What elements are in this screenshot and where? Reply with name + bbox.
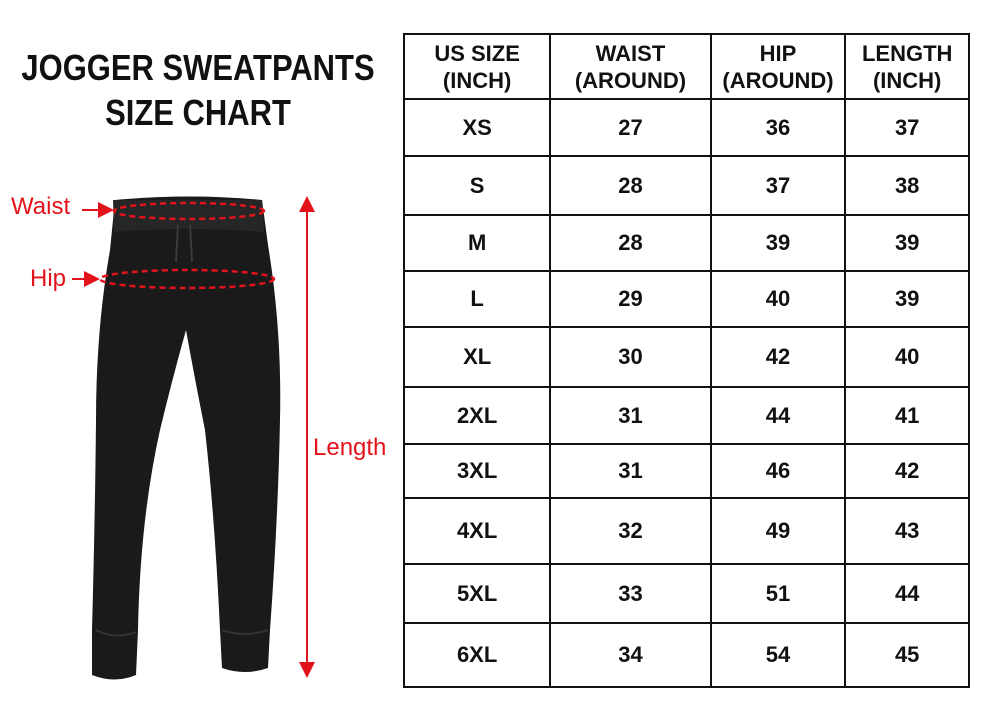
cell-hip: 37 bbox=[709, 155, 847, 216]
cell-hip: 51 bbox=[709, 563, 847, 624]
header-hip: HIP (AROUND) bbox=[709, 33, 847, 100]
chart-title-line2: SIZE CHART bbox=[105, 92, 291, 133]
table-row: XS 27 36 37 bbox=[402, 98, 970, 157]
table-row: XL 30 42 40 bbox=[402, 326, 970, 388]
waist-indicator bbox=[82, 201, 266, 221]
cell-size: 5XL bbox=[402, 563, 552, 624]
table-row: 4XL 32 49 43 bbox=[402, 497, 970, 565]
cell-size: XS bbox=[402, 98, 552, 157]
cell-hip: 49 bbox=[709, 497, 847, 565]
cell-size: M bbox=[402, 214, 552, 272]
cell-waist: 30 bbox=[549, 326, 712, 388]
header-length-line1: LENGTH bbox=[861, 40, 953, 66]
cell-hip: 46 bbox=[709, 443, 847, 499]
cell-waist: 27 bbox=[549, 98, 712, 157]
cell-hip: 39 bbox=[709, 214, 847, 272]
cell-length: 45 bbox=[844, 622, 970, 688]
cell-waist: 29 bbox=[549, 270, 712, 328]
hip-indicator bbox=[72, 268, 276, 290]
table-row: 6XL 34 54 45 bbox=[402, 622, 970, 688]
header-length-line2: (INCH) bbox=[872, 67, 942, 93]
header-hip-line2: (AROUND) bbox=[722, 67, 834, 93]
cell-size: 2XL bbox=[402, 386, 552, 445]
cell-waist: 34 bbox=[549, 622, 712, 688]
pants-illustration bbox=[72, 196, 315, 680]
hip-label: Hip bbox=[30, 265, 67, 292]
cell-size: XL bbox=[402, 326, 552, 388]
header-us-size: US SIZE (INCH) bbox=[402, 33, 552, 100]
cell-length: 44 bbox=[844, 563, 970, 624]
cell-size: L bbox=[402, 270, 552, 328]
cell-length: 41 bbox=[844, 386, 970, 445]
table-row: 5XL 33 51 44 bbox=[402, 563, 970, 624]
table-row: 2XL 31 44 41 bbox=[402, 386, 970, 445]
cell-length: 40 bbox=[844, 326, 970, 388]
cell-length: 42 bbox=[844, 443, 970, 499]
table-row: M 28 39 39 bbox=[402, 214, 970, 272]
header-waist-line1: WAIST bbox=[595, 40, 666, 66]
cell-hip: 42 bbox=[709, 326, 847, 388]
cell-length: 37 bbox=[844, 98, 970, 157]
cell-size: 6XL bbox=[402, 622, 552, 688]
cell-length: 39 bbox=[844, 270, 970, 328]
table-row: 3XL 31 46 42 bbox=[402, 443, 970, 499]
cell-size: 4XL bbox=[402, 497, 552, 565]
cell-length: 43 bbox=[844, 497, 970, 565]
chart-title-line1: JOGGER SWEATPANTS bbox=[21, 47, 375, 88]
table-row: S 28 37 38 bbox=[402, 155, 970, 216]
header-us-size-line2: (INCH) bbox=[442, 67, 512, 93]
cell-waist: 31 bbox=[549, 443, 712, 499]
waist-label: Waist bbox=[11, 193, 71, 220]
table-row: L 29 40 39 bbox=[402, 270, 970, 328]
cell-size: S bbox=[402, 155, 552, 216]
table-header-row: US SIZE (INCH) WAIST (AROUND) HIP (AROUND) … bbox=[402, 33, 970, 100]
header-us-size-line1: US SIZE bbox=[434, 40, 520, 66]
cell-hip: 36 bbox=[709, 98, 847, 157]
cell-hip: 44 bbox=[709, 386, 847, 445]
header-waist: WAIST (AROUND) bbox=[549, 33, 712, 100]
cell-size: 3XL bbox=[402, 443, 552, 499]
length-label: Length bbox=[313, 434, 387, 461]
header-hip-line1: HIP bbox=[759, 40, 797, 66]
header-length: LENGTH (INCH) bbox=[844, 33, 970, 100]
cell-length: 39 bbox=[844, 214, 970, 272]
cell-waist: 28 bbox=[549, 155, 712, 216]
cell-waist: 28 bbox=[549, 214, 712, 272]
cell-waist: 33 bbox=[549, 563, 712, 624]
cell-waist: 32 bbox=[549, 497, 712, 565]
pants-icon bbox=[92, 196, 281, 680]
cell-length: 38 bbox=[844, 155, 970, 216]
cell-hip: 54 bbox=[709, 622, 847, 688]
size-table: US SIZE (INCH) WAIST (AROUND) HIP (AROUND) … bbox=[402, 33, 970, 688]
header-waist-line2: (AROUND) bbox=[574, 67, 687, 93]
cell-waist: 31 bbox=[549, 386, 712, 445]
cell-hip: 40 bbox=[709, 270, 847, 328]
